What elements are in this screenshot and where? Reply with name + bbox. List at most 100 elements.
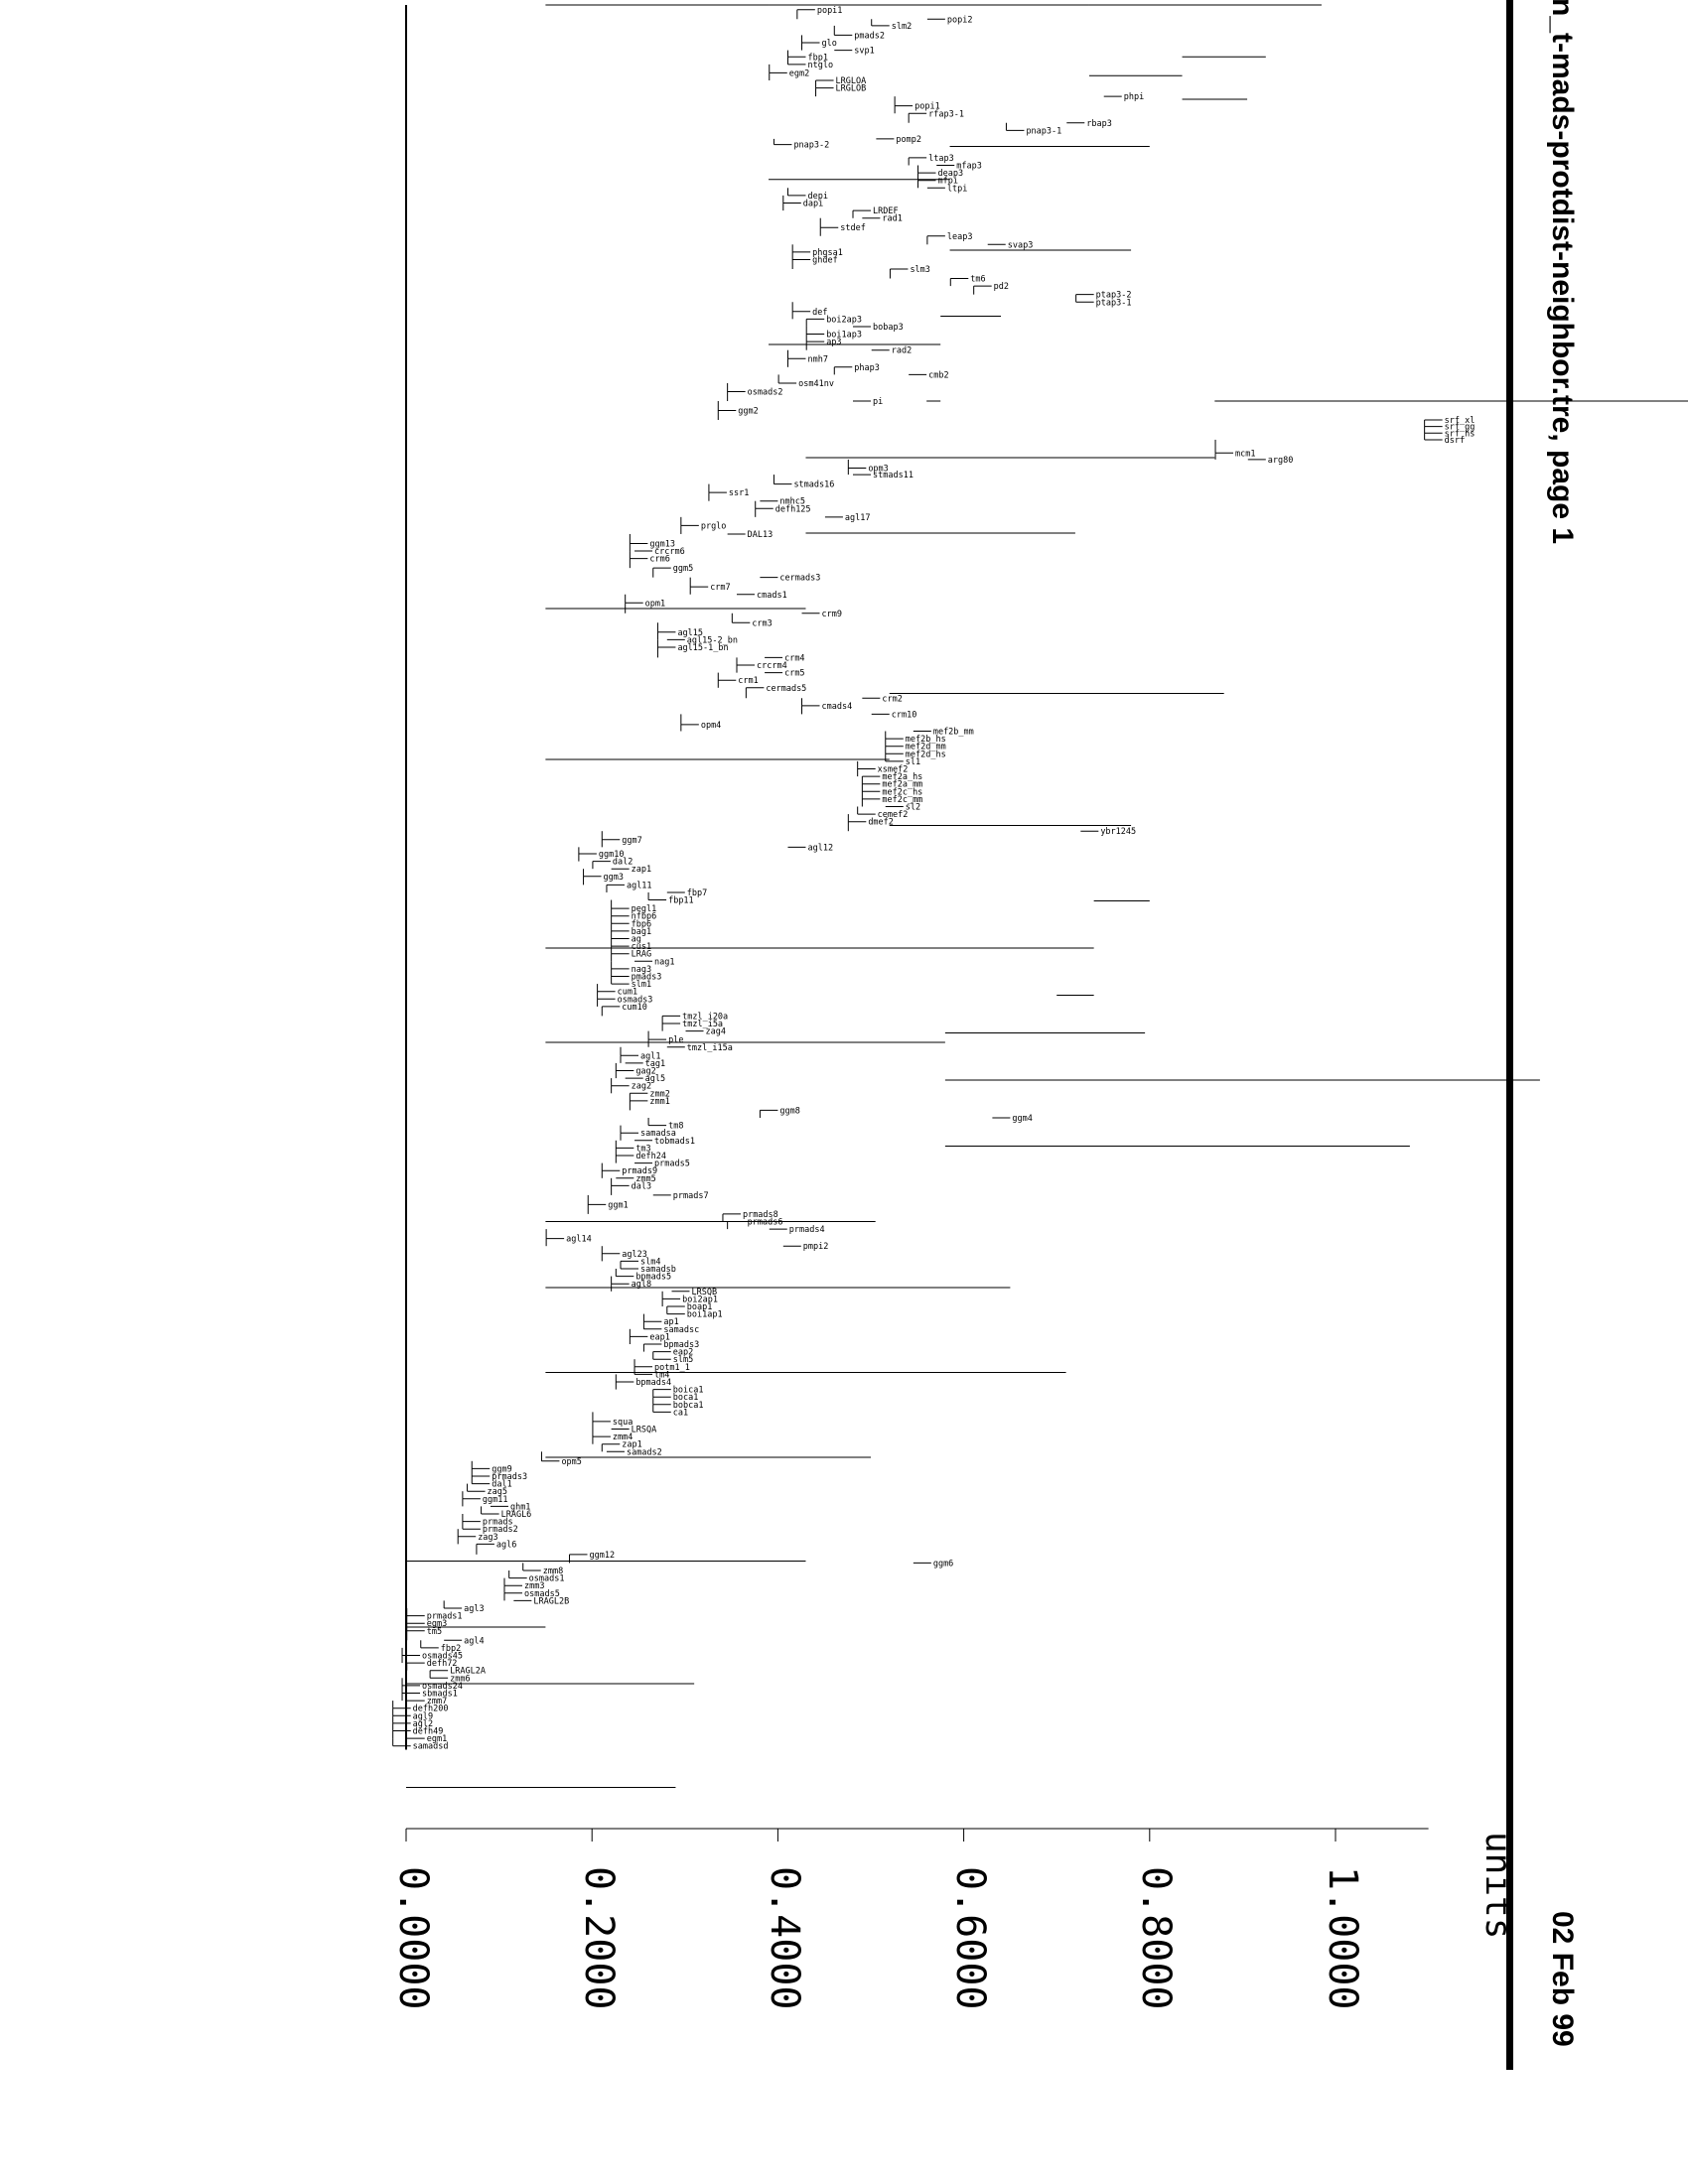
leaf-label: slm4: [640, 1257, 660, 1267]
leaf-label: nmhc5: [779, 497, 805, 507]
axis-tick-label: 0.2000: [576, 1866, 622, 2010]
leaf-label: ap1: [663, 1317, 678, 1327]
leaf-label: phap3: [854, 363, 880, 373]
leaf-label: ggm4: [1012, 1114, 1032, 1124]
leaf-label: svap3: [1008, 240, 1034, 250]
leaf-label: deap3: [938, 169, 964, 179]
leaf-label: LRGLOA: [836, 76, 867, 86]
leaf-label: zmm1: [649, 1097, 669, 1107]
leaf-label: ggm12: [590, 1551, 616, 1561]
leaf-label: slm2: [892, 22, 912, 32]
leaf-label: prmads6: [748, 1218, 783, 1228]
leaf-label: pmads2: [854, 31, 885, 41]
leaf-label: cus1: [632, 942, 651, 952]
leaf-label: tm5: [427, 1627, 442, 1637]
leaf-label: prmads8: [743, 1210, 778, 1220]
leaf-label: osm41nv: [798, 379, 834, 389]
leaf-label: cmads4: [822, 702, 853, 712]
leaf-label: samadsa: [640, 1129, 676, 1139]
leaf-label: rfap3-1: [928, 109, 964, 119]
leaf-label: tmzl_i5a: [682, 1020, 723, 1029]
leaf-label: agl2: [413, 1719, 433, 1729]
leaf-label: rad2: [892, 346, 912, 356]
leaf-label: potm1_1: [654, 1363, 690, 1373]
leaf-label: leap3: [947, 232, 973, 242]
leaf-label: zmm3: [524, 1581, 544, 1591]
leaf-label: popi1: [914, 102, 940, 112]
leaf-label: egm2: [789, 68, 809, 78]
leaf-label: ple: [668, 1035, 683, 1045]
leaf-label: osmads5: [524, 1589, 560, 1599]
leaf-label: ggm11: [483, 1495, 508, 1505]
leaf-label: LRSQB: [691, 1288, 717, 1297]
leaf-label: dal1: [492, 1480, 511, 1490]
leaf-label: stdef: [840, 223, 866, 233]
leaf-label: dal3: [632, 1181, 651, 1191]
tree-branches: [392, 4, 1688, 1788]
leaf-label: def: [812, 308, 827, 318]
leaf-label: fbp2: [441, 1644, 461, 1654]
leaf-label: pnap3-1: [1026, 126, 1061, 136]
leaf-label: osmads3: [618, 995, 653, 1005]
leaf-label: cum1: [618, 988, 637, 998]
leaf-label: ggm9: [492, 1464, 511, 1474]
leaf-label: tmzl_i15a: [687, 1043, 733, 1053]
leaf-label: fbp7: [687, 888, 707, 898]
leaf-label: glo: [822, 39, 837, 49]
leaf-label: zmm4: [613, 1433, 633, 1442]
leaf-label: crm9: [822, 610, 842, 619]
leaf-label: stmads11: [873, 471, 914, 480]
leaf-label: zmm7: [427, 1697, 447, 1706]
leaf-label: agl8: [632, 1280, 651, 1290]
leaf-label: sl1: [906, 757, 920, 767]
leaf-label: ggm7: [622, 836, 641, 846]
axis-tick-label: 1.0000: [1320, 1866, 1365, 2010]
leaf-label: popi2: [947, 15, 973, 25]
leaf-label: rbap3: [1086, 119, 1112, 129]
leaf-label: nag1: [654, 957, 674, 967]
leaf-label: ggm10: [599, 850, 625, 860]
leaf-label: tag1: [645, 1059, 665, 1069]
leaf-label: LRSQA: [632, 1426, 657, 1435]
leaf-label: agl15: [677, 628, 703, 638]
leaf-label: zag4: [706, 1027, 726, 1037]
leaf-label: agl6: [496, 1540, 516, 1550]
leaf-label: ggm1: [608, 1200, 628, 1210]
leaf-label: fbp1: [807, 53, 827, 63]
leaf-label: ggm2: [738, 407, 758, 417]
leaf-label: crm5: [784, 669, 804, 679]
leaf-label: LRAGL2A: [450, 1667, 486, 1677]
leaf-label: fbp11: [668, 896, 694, 906]
leaf-label: mef2c_hs: [882, 787, 922, 797]
leaf-label: LRAGL2B: [533, 1596, 569, 1606]
leaf-label: opm4: [701, 721, 721, 731]
leaf-label: agl12: [807, 843, 833, 853]
leaf-label: samads2: [627, 1447, 662, 1457]
leaf-label: pomp2: [896, 135, 921, 145]
leaf-label: pi: [873, 397, 883, 407]
leaf-label: opm1: [645, 599, 665, 609]
leaf-label: prmads3: [492, 1472, 527, 1482]
leaf-label: agl9: [413, 1711, 433, 1721]
leaf-label: cum10: [622, 1003, 647, 1013]
leaf-label: ggm6: [933, 1559, 953, 1569]
leaf-label: pmads3: [632, 973, 662, 983]
leaf-label: agl11: [627, 881, 652, 890]
leaf-label: tm3: [635, 1144, 650, 1154]
leaf-label: tm4: [654, 1370, 669, 1380]
leaf-label: mfpi: [938, 177, 958, 187]
leaf-label: agl15-1_bn: [677, 643, 728, 653]
leaf-label: mef2b_mm: [933, 728, 974, 738]
leaf-label: ybr1245: [1100, 827, 1136, 837]
leaf-label: srf_hs: [1445, 429, 1476, 439]
leaf-label: sl2: [906, 803, 920, 813]
leaf-label: zag3: [478, 1533, 497, 1543]
edge-rule: [1506, 0, 1513, 2070]
leaf-label: agl17: [845, 513, 871, 523]
leaf-label: sbmads1: [422, 1690, 458, 1700]
leaf-label: osmads2: [748, 388, 783, 398]
leaf-label: nfbp6: [632, 912, 657, 922]
leaf-label: ghm1: [510, 1502, 530, 1512]
leaf-label: ap3: [826, 338, 841, 347]
